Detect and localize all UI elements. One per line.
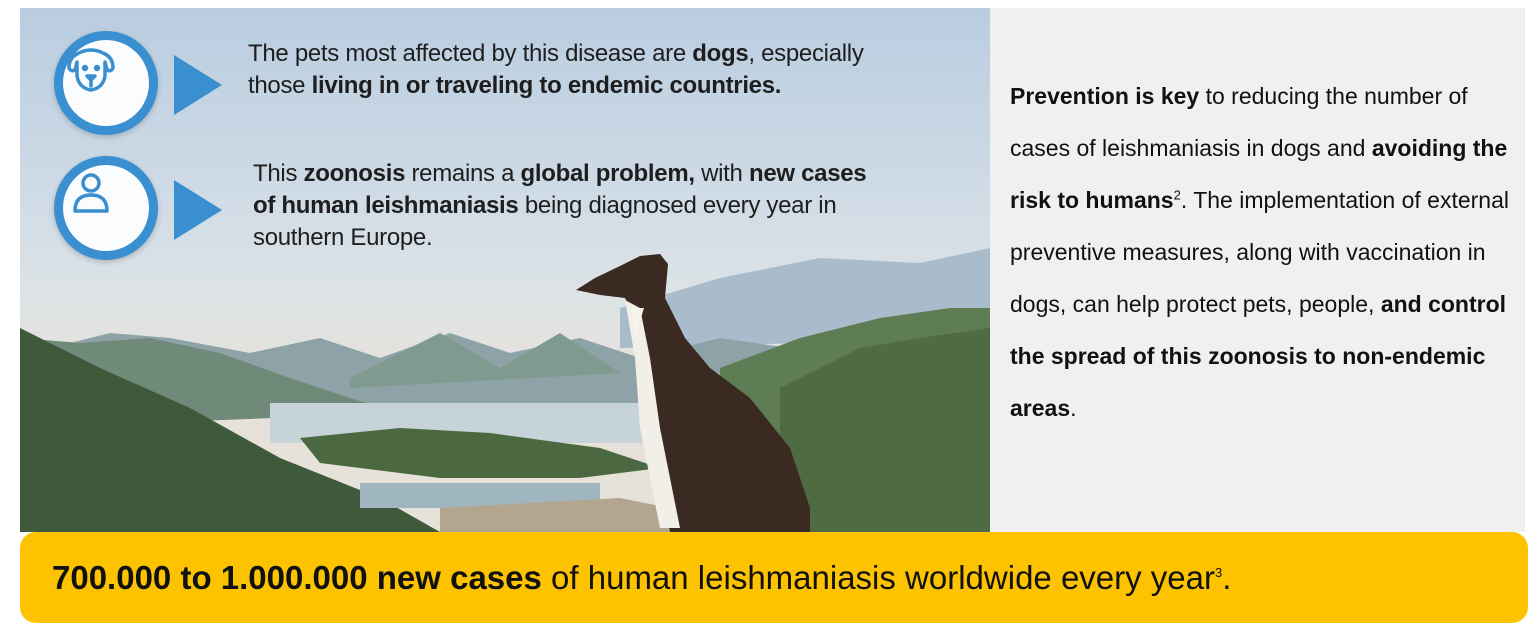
prevention-text: Prevention is key to reducing the number… xyxy=(1010,83,1509,421)
dog-figure xyxy=(576,254,810,532)
arrow-icon xyxy=(174,55,222,115)
cases-banner: 700.000 to 1.000.000 new cases of human … xyxy=(20,532,1528,623)
prevention-panel: Prevention is key to reducing the number… xyxy=(990,8,1525,532)
landscape-illustration xyxy=(20,248,990,532)
person-icon xyxy=(73,173,109,213)
arrow-icon xyxy=(174,180,222,240)
person-icon-badge xyxy=(54,156,158,260)
dog-icon-badge xyxy=(54,31,158,135)
dogs-affected-text: The pets most affected by this disease a… xyxy=(248,40,864,99)
landscape-dog-photo: The pets most affected by this disease a… xyxy=(20,8,990,532)
dog-icon xyxy=(67,48,115,92)
zoonosis-text: This zoonosis remains a global problem, … xyxy=(253,160,867,251)
cases-text: 700.000 to 1.000.000 new cases of human … xyxy=(52,558,1232,596)
